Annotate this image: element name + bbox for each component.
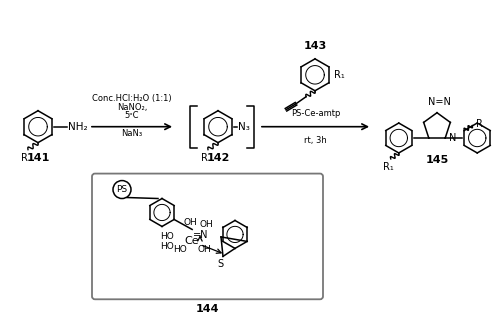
Text: NH₂: NH₂ (68, 122, 87, 132)
Text: OH: OH (183, 218, 197, 228)
Text: N₃: N₃ (238, 122, 250, 132)
Text: S: S (217, 259, 223, 269)
Text: =N: =N (193, 230, 208, 241)
Text: R₁: R₁ (384, 162, 394, 172)
Text: 143: 143 (304, 41, 326, 51)
Text: NaNO₂,: NaNO₂, (117, 103, 147, 112)
Text: 141: 141 (26, 152, 50, 163)
Text: 145: 145 (426, 155, 448, 165)
Text: PS-Ce-amtp: PS-Ce-amtp (291, 109, 340, 118)
Text: HO: HO (160, 242, 174, 251)
Text: Conc.HCl:H₂O (1:1): Conc.HCl:H₂O (1:1) (92, 94, 172, 103)
Text: Ce: Ce (184, 236, 200, 246)
Text: OH: OH (197, 245, 211, 254)
Text: 5ᵒC: 5ᵒC (125, 111, 139, 120)
Text: N: N (449, 133, 456, 143)
Text: 142: 142 (206, 152, 230, 163)
Text: R: R (200, 152, 207, 163)
Text: HO: HO (160, 232, 174, 241)
Text: 144: 144 (196, 304, 219, 314)
FancyBboxPatch shape (92, 174, 323, 299)
Text: rt, 3h: rt, 3h (304, 136, 327, 145)
Text: HO: HO (174, 245, 187, 254)
Text: R: R (20, 152, 28, 163)
Circle shape (113, 181, 131, 198)
Text: NaN₃: NaN₃ (122, 129, 142, 138)
Text: OH: OH (200, 220, 214, 230)
Text: PS: PS (116, 185, 128, 194)
Text: N=N: N=N (428, 97, 450, 107)
Text: R₁: R₁ (334, 70, 345, 80)
Text: R: R (476, 119, 483, 128)
